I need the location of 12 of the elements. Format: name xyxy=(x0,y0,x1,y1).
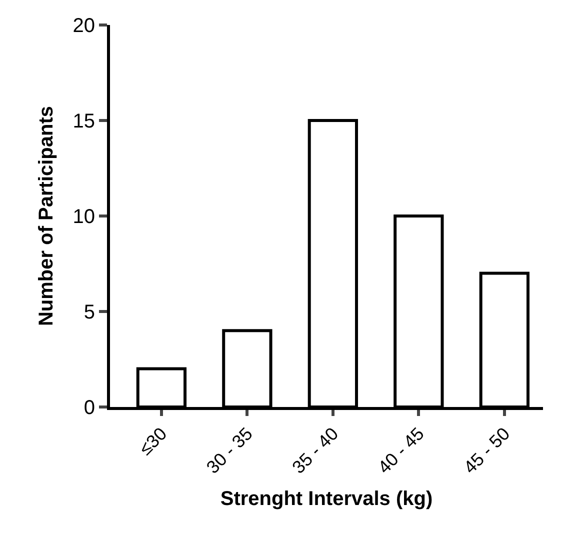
y-tick-label: 10 xyxy=(72,206,95,228)
y-tick-label: 0 xyxy=(84,397,95,419)
y-tick-label: 15 xyxy=(72,110,95,132)
x-tick-label: 40 - 45 xyxy=(374,424,428,478)
x-axis-title: Strenght Intervals (kg) xyxy=(220,488,433,510)
y-axis-title: Number of Participants xyxy=(35,106,58,326)
y-tick-label: 5 xyxy=(84,302,95,324)
x-tick-label: ≤30 xyxy=(135,424,171,459)
x-tick-label: 35 - 40 xyxy=(288,424,342,478)
x-tick-label: 30 - 35 xyxy=(202,424,256,478)
y-tick-label: 20 xyxy=(72,15,95,37)
x-tick-label: 45 - 50 xyxy=(460,424,514,478)
